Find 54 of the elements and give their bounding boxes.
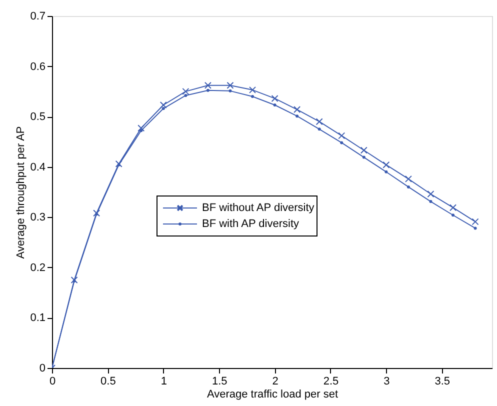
point xyxy=(384,170,388,174)
point xyxy=(228,89,232,92)
point xyxy=(273,104,276,107)
point xyxy=(160,102,167,109)
point xyxy=(427,190,434,198)
point xyxy=(316,118,323,126)
x-tick-label: 0.5 xyxy=(100,376,116,388)
x-tick-label: 3 xyxy=(384,376,390,388)
point xyxy=(93,210,100,217)
point xyxy=(318,128,321,131)
point xyxy=(70,276,78,284)
y-tick-label: 0 xyxy=(39,362,46,374)
point xyxy=(340,141,344,144)
point xyxy=(296,114,299,118)
point xyxy=(472,218,479,226)
y-tick-label: 0.6 xyxy=(30,60,46,73)
point xyxy=(360,146,368,154)
x-axis-title: Average traffic load per set xyxy=(206,388,338,400)
point xyxy=(162,107,165,110)
x-tick-label: 0 xyxy=(49,376,56,388)
y-tick-label: 0.5 xyxy=(30,111,46,124)
point xyxy=(251,94,254,98)
x-tick-label: 3.5 xyxy=(434,376,450,388)
y-axis-title: Average throughput per AP xyxy=(15,126,28,259)
y-tick-label: 0.3 xyxy=(30,212,46,224)
y-tick-label: 0.4 xyxy=(30,161,46,174)
point xyxy=(182,88,190,95)
y-tick-label: 0.2 xyxy=(30,262,46,274)
point xyxy=(404,175,412,182)
point xyxy=(338,132,346,140)
point xyxy=(206,88,210,92)
point xyxy=(249,86,256,94)
point xyxy=(450,204,457,212)
point xyxy=(382,161,390,168)
point xyxy=(362,156,366,159)
x-tick-label: 2 xyxy=(272,376,278,388)
point xyxy=(204,82,212,89)
point xyxy=(138,124,145,132)
y-tick-label: 0.1 xyxy=(30,312,46,324)
x-tick-label: 1 xyxy=(160,376,167,388)
legend-label: BF without AP diversity xyxy=(202,202,315,214)
point xyxy=(140,129,143,132)
point xyxy=(429,200,432,204)
point xyxy=(474,226,477,230)
x-tick-label: 1.5 xyxy=(212,376,228,388)
y-tick-label: 0.7 xyxy=(30,10,46,22)
legend-label: BF with AP diversity xyxy=(202,218,300,230)
point xyxy=(294,106,301,114)
point xyxy=(184,94,188,97)
point xyxy=(271,94,278,102)
x-tick-label: 2.5 xyxy=(323,376,339,388)
point xyxy=(452,214,455,217)
point xyxy=(115,160,122,168)
point xyxy=(226,82,234,89)
